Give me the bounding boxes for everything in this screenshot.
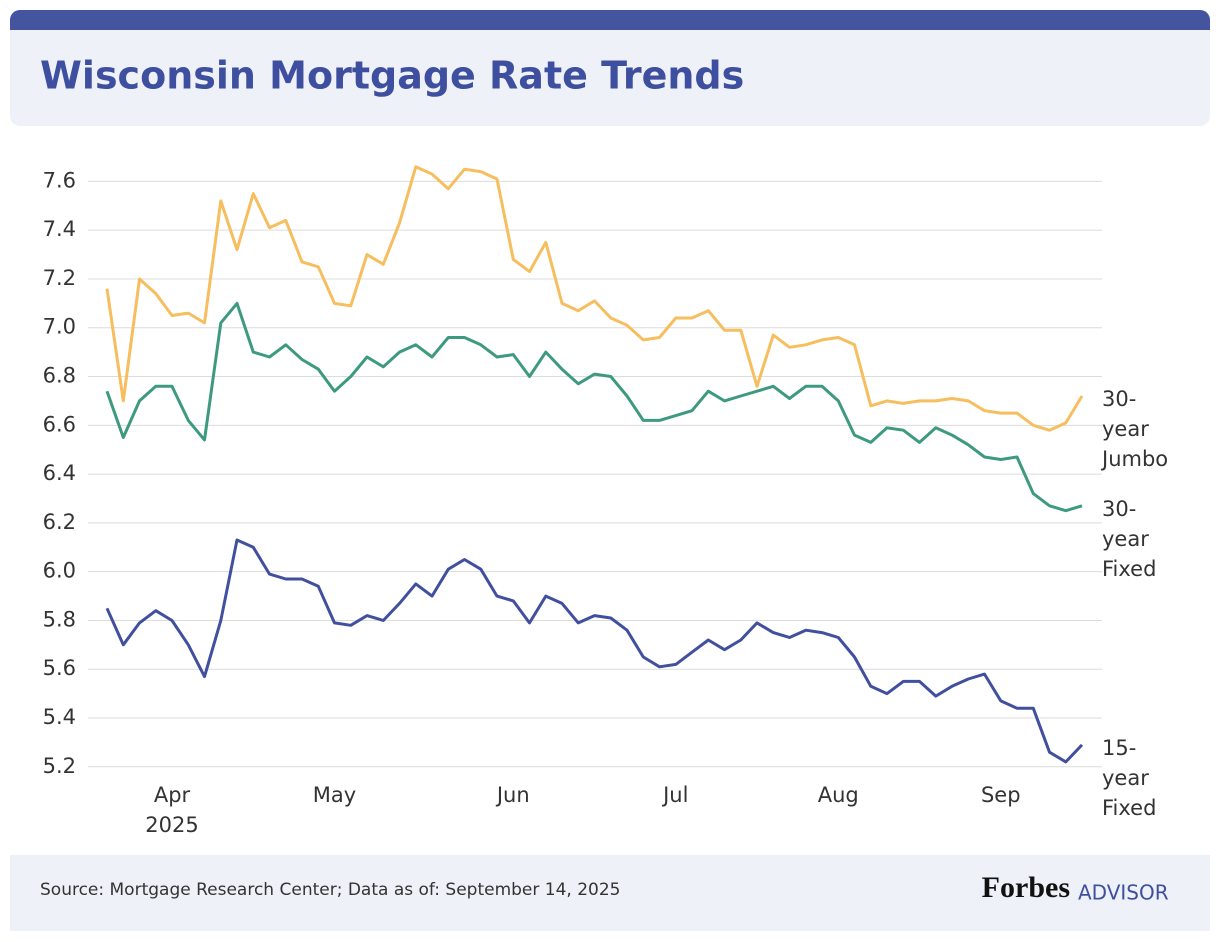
header-bg <box>10 10 1210 126</box>
logo-brand: Forbes <box>982 871 1070 904</box>
footer-bg <box>10 855 1210 931</box>
logo-product: ADVISOR <box>1078 881 1169 905</box>
source: Source: Mortgage Research Center; Data a… <box>40 880 621 900</box>
y-tick-label: 7.4 <box>43 217 76 241</box>
y-tick-label: 6.2 <box>43 510 76 534</box>
y-tick-label: 6.4 <box>43 461 76 485</box>
y-tick-label: 6.6 <box>43 412 76 436</box>
x-tick-label: Sep <box>980 783 1021 807</box>
y-tick-label: 6.8 <box>43 364 76 388</box>
series-line <box>105 165 1084 432</box>
y-tick-label: 5.8 <box>43 607 76 631</box>
series-line <box>105 301 1083 513</box>
x-tick-label: Jun <box>496 783 530 807</box>
series-line <box>105 538 1084 764</box>
series-label: 30-year Jumbo <box>1102 387 1169 472</box>
series-label: 30-year Fixed <box>1102 496 1157 581</box>
y-tick-label: 7.2 <box>43 266 76 290</box>
x-tick-label: Aug <box>817 783 859 807</box>
y-tick-label: 6.0 <box>43 559 76 583</box>
header-stripe <box>10 10 1210 30</box>
y-tick-label: 5.2 <box>43 754 76 778</box>
y-tick-label: 5.4 <box>43 705 76 729</box>
x-tick-label: Jul <box>663 783 689 807</box>
x-tick-label: May <box>312 783 357 807</box>
chart-title: Wisconsin Mortgage Rate Trends <box>40 54 744 98</box>
y-tick-label: 7.6 <box>43 168 76 192</box>
y-tick-label: 7.0 <box>43 315 76 339</box>
series-label: 15-year Fixed <box>1102 735 1157 820</box>
y-tick-label: 5.6 <box>43 656 76 680</box>
x-tick-label: Apr 2025 <box>145 783 199 837</box>
